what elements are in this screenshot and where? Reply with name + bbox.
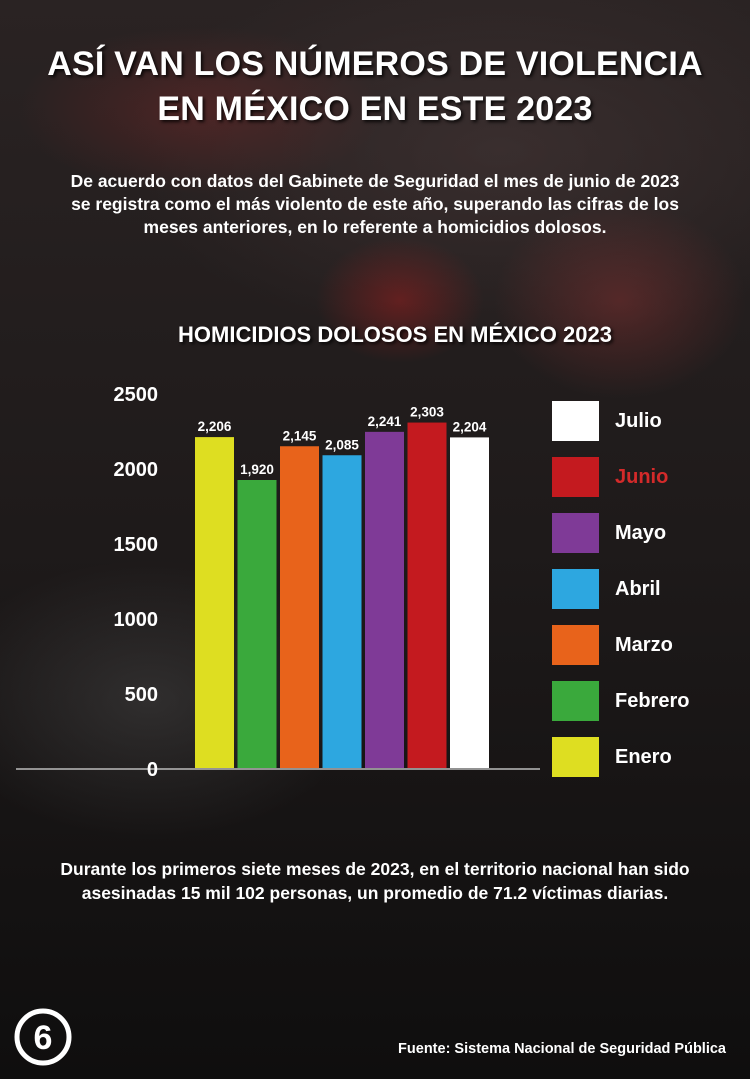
legend-item-mayo: Mayo [552,505,742,561]
legend-item-abril: Abril [552,561,742,617]
legend-swatch [552,569,599,609]
legend-item-marzo: Marzo [552,617,742,673]
legend-label: Febrero [615,689,690,712]
legend-label: Abril [615,577,661,600]
source-note: Fuente: Sistema Nacional de Seguridad Pú… [398,1041,726,1057]
legend-swatch [552,737,599,777]
y-tick-label: 2500 [114,384,159,406]
legend-swatch [552,401,599,441]
page-title: ASÍ VAN LOS NÚMEROS DE VIOLENCIA EN MÉXI… [0,42,750,132]
intro-text: De acuerdo con datos del Gabinete de Seg… [25,170,725,239]
bar-value-label: 2,145 [283,428,317,443]
intro-line-1: De acuerdo con datos del Gabinete de Seg… [70,171,680,191]
svg-text:6: 6 [34,1019,53,1057]
legend-swatch [552,625,599,665]
y-tick-label: 1000 [114,609,159,631]
legend-label: Marzo [615,633,673,656]
legend-item-febrero: Febrero [552,673,742,729]
y-tick-label: 0 [147,759,158,781]
bar-junio [407,422,447,768]
intro-line-3: meses anteriores, en lo referente a homi… [143,217,607,237]
intro-line-2: se registra como el más violento de este… [71,194,679,214]
summary-text: Durante los primeros siete meses de 2023… [10,857,740,905]
legend-label: Junio [615,465,669,488]
bar-value-label: 2,206 [198,419,232,434]
legend-swatch [552,457,599,497]
chart-legend: Julio Junio Mayo Abril Marzo Febrero Enero [552,393,742,785]
chart-title: HOMICIDIOS DOLOSOS EN MÉXICO 2023 [178,322,612,347]
bar-value-label: 2,241 [368,414,402,429]
bar-value-label: 2,204 [453,419,487,434]
y-tick-label: 500 [125,684,158,706]
bar-marzo [280,446,319,768]
bar-value-label: 2,303 [410,405,444,420]
bar-mayo [365,431,404,768]
title-line-1: ASÍ VAN LOS NÚMEROS DE VIOLENCIA [47,45,703,83]
legend-item-enero: Enero [552,729,742,785]
legend-swatch [552,681,599,721]
bar-febrero [237,480,277,768]
summary-line-2: asesinadas 15 mil 102 personas, un prome… [81,883,669,903]
bar-abril [322,455,362,768]
y-tick-label: 2000 [114,459,159,481]
legend-label: Mayo [615,521,667,544]
bar-julio [450,437,489,768]
bar-value-label: 1,920 [240,462,274,477]
legend-item-junio: Junio [552,449,742,505]
title-line-2: EN MÉXICO EN ESTE 2023 [157,90,593,128]
legend-item-julio: Julio [552,393,742,449]
legend-label: Enero [615,745,672,768]
legend-swatch [552,513,599,553]
legend-label: Julio [615,409,662,432]
logo-six-icon: 6 [14,1008,72,1066]
bar-enero [195,437,234,768]
summary-line-1: Durante los primeros siete meses de 2023… [60,859,690,879]
bar-chart: 0 500 1000 1500 2000 2500 2,206 1,920 2,145 2,085… [16,384,540,781]
bar-value-label: 2,085 [325,437,359,452]
y-tick-label: 1500 [114,534,159,556]
